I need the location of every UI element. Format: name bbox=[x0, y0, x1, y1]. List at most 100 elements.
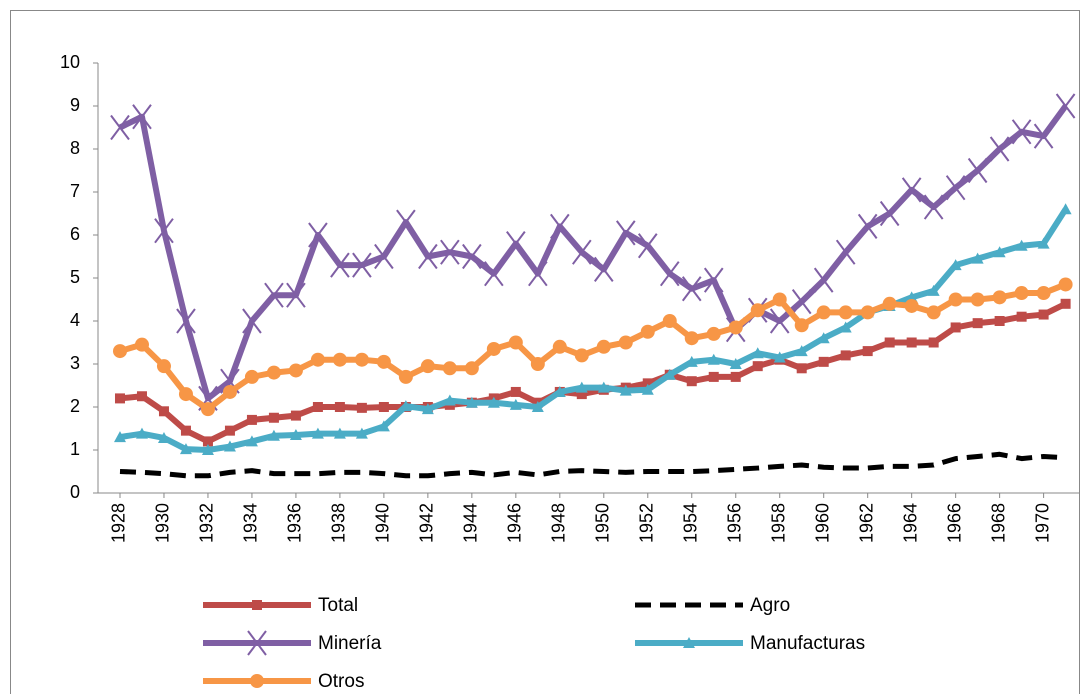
marker bbox=[420, 359, 435, 374]
marker bbox=[923, 194, 944, 220]
marker bbox=[730, 371, 741, 382]
marker bbox=[333, 427, 346, 439]
marker bbox=[267, 429, 280, 441]
marker bbox=[112, 344, 127, 359]
marker bbox=[772, 292, 787, 307]
legend-label: Minería bbox=[318, 633, 382, 654]
marker bbox=[224, 425, 235, 436]
marker bbox=[377, 420, 390, 432]
marker bbox=[728, 320, 743, 335]
x-tick-label: 1960 bbox=[812, 503, 832, 543]
marker bbox=[135, 427, 148, 439]
marker bbox=[201, 444, 214, 455]
marker bbox=[242, 308, 262, 334]
marker bbox=[791, 289, 812, 315]
marker bbox=[443, 394, 456, 406]
x-tick-label: 1968 bbox=[988, 503, 1008, 543]
marker bbox=[1011, 119, 1032, 145]
x-tick-label: 1940 bbox=[373, 503, 393, 543]
marker bbox=[572, 239, 592, 265]
marker bbox=[176, 308, 196, 334]
legend-marker bbox=[252, 600, 262, 610]
x-tick-label: 1946 bbox=[505, 503, 525, 543]
marker bbox=[662, 314, 677, 328]
marker bbox=[681, 276, 702, 302]
legend-marker-shape bbox=[252, 600, 262, 610]
legend-label: Total bbox=[318, 595, 358, 616]
marker bbox=[884, 337, 895, 348]
y-tick-label: 8 bbox=[70, 138, 80, 158]
marker bbox=[707, 353, 720, 365]
marker bbox=[1038, 309, 1049, 320]
marker bbox=[136, 391, 147, 402]
marker bbox=[926, 305, 941, 320]
marker bbox=[686, 376, 697, 387]
marker bbox=[156, 359, 171, 374]
marker bbox=[1015, 239, 1028, 251]
marker bbox=[637, 233, 658, 259]
legend-marker bbox=[250, 674, 264, 688]
x-tick-label: 1958 bbox=[768, 503, 788, 543]
x-tick-label: 1956 bbox=[724, 503, 744, 543]
marker bbox=[134, 337, 149, 352]
marker bbox=[752, 361, 763, 372]
marker bbox=[1060, 298, 1071, 309]
marker bbox=[860, 305, 875, 320]
marker bbox=[618, 335, 633, 350]
marker bbox=[1036, 286, 1051, 301]
marker bbox=[729, 358, 742, 369]
marker bbox=[440, 239, 460, 265]
legend-marker-shape bbox=[250, 674, 264, 688]
legend-marker bbox=[683, 637, 695, 648]
series bbox=[112, 277, 1073, 417]
x-tick-label: 1948 bbox=[549, 503, 569, 543]
marker bbox=[574, 348, 589, 363]
marker bbox=[970, 292, 985, 307]
marker bbox=[421, 403, 434, 415]
x-tick-label: 1964 bbox=[900, 503, 920, 543]
marker bbox=[180, 425, 191, 436]
x-tick-label: 1944 bbox=[461, 503, 481, 543]
marker bbox=[928, 337, 939, 348]
marker bbox=[464, 361, 479, 376]
y-tick-label: 10 bbox=[60, 52, 80, 72]
marker bbox=[178, 387, 193, 402]
marker bbox=[640, 324, 655, 339]
marker bbox=[905, 291, 918, 303]
marker bbox=[465, 396, 478, 408]
marker bbox=[949, 259, 962, 271]
marker bbox=[994, 316, 1005, 326]
marker bbox=[289, 428, 302, 440]
x-tick-label: 1966 bbox=[944, 503, 964, 543]
marker bbox=[1016, 311, 1027, 322]
x-tick-label: 1932 bbox=[197, 503, 217, 543]
x-tick-label: 1950 bbox=[593, 503, 613, 543]
marker bbox=[615, 220, 636, 246]
marker bbox=[703, 267, 724, 293]
marker bbox=[374, 243, 394, 270]
marker bbox=[835, 239, 856, 265]
marker bbox=[334, 402, 345, 412]
marker bbox=[179, 443, 192, 455]
marker bbox=[641, 383, 654, 395]
marker bbox=[550, 213, 570, 239]
marker bbox=[531, 401, 544, 412]
legend-label: Otros bbox=[318, 671, 364, 692]
marker bbox=[706, 326, 721, 341]
x-tick-label: 1936 bbox=[285, 503, 305, 543]
marker bbox=[378, 402, 389, 412]
marker bbox=[553, 385, 566, 397]
x-tick-label: 1962 bbox=[856, 503, 876, 543]
marker bbox=[200, 402, 215, 417]
marker bbox=[1037, 237, 1050, 249]
marker bbox=[817, 332, 830, 344]
series bbox=[113, 203, 1072, 455]
marker bbox=[840, 350, 851, 361]
marker bbox=[398, 369, 413, 384]
marker bbox=[659, 261, 680, 287]
marker bbox=[510, 386, 521, 397]
marker bbox=[264, 282, 284, 308]
marker bbox=[484, 261, 504, 287]
marker bbox=[1055, 93, 1076, 119]
